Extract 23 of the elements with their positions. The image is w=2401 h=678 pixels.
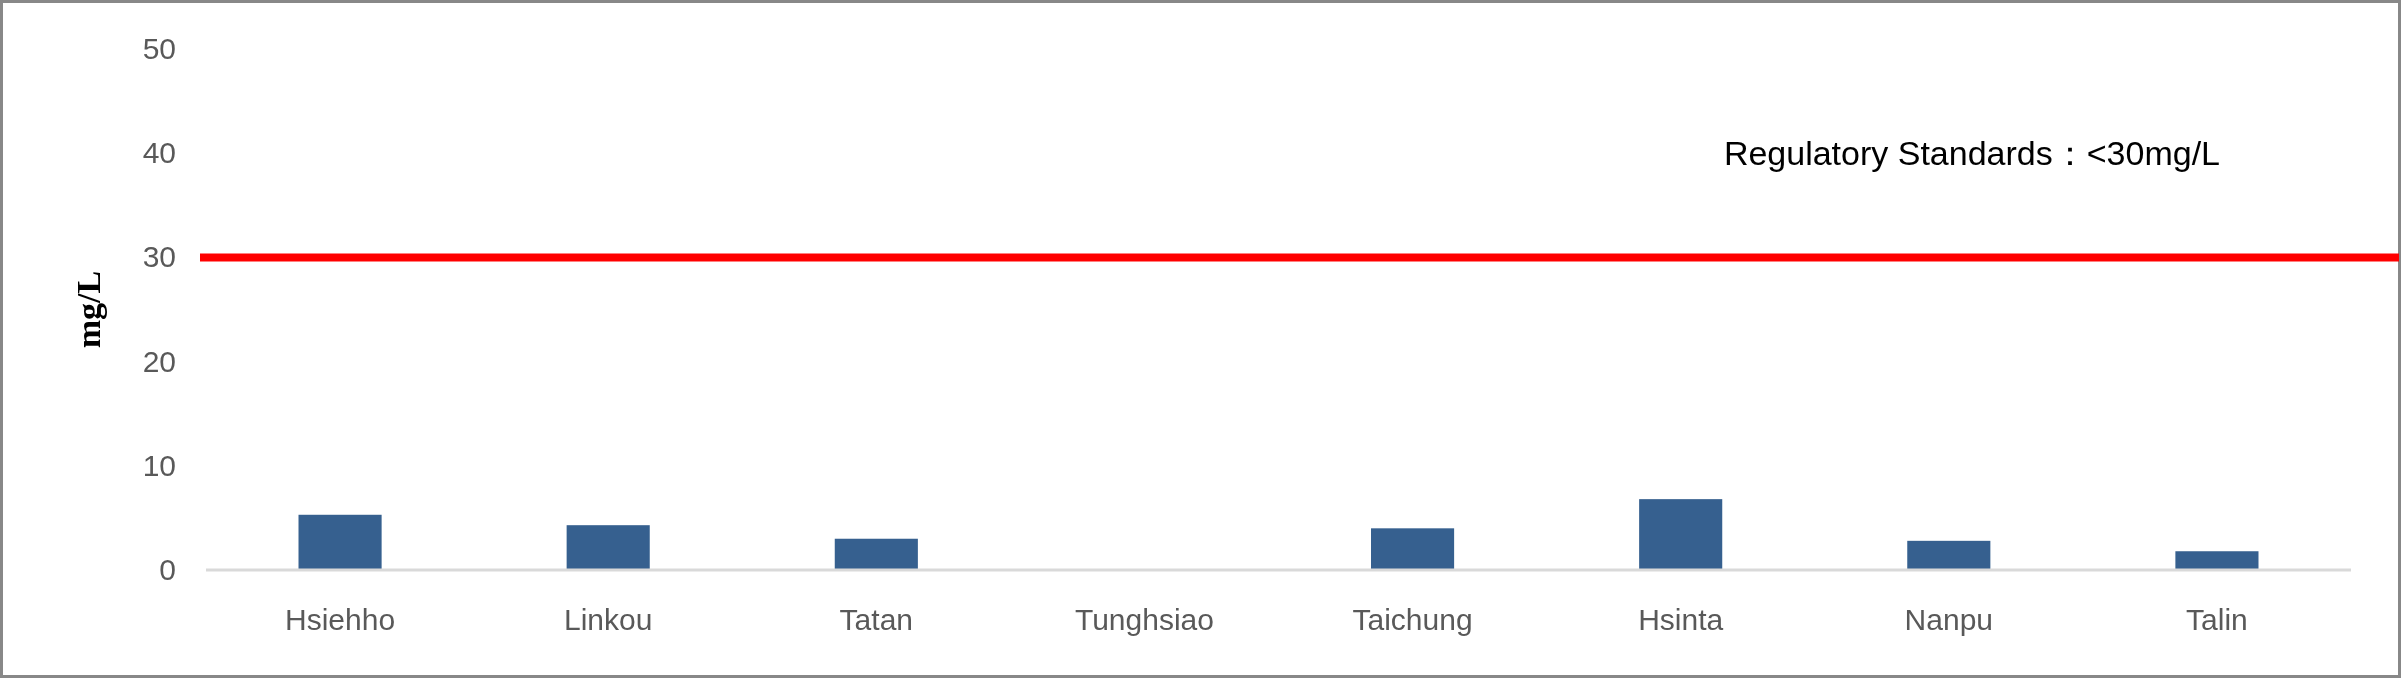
bar [834,538,918,570]
x-tick-label: Hsiehho [285,603,396,636]
bar [566,525,650,570]
x-tick-label: Linkou [563,603,653,636]
x-tick-label: Hsinta [1638,603,1724,636]
y-tick-label: 20 [142,344,176,378]
x-tick-label: Tunghsiao [1074,603,1214,636]
annotation: Regulatory Standards：<30mg/L [1723,134,2220,173]
x-tick-label: Nanpu [1904,603,1994,636]
y-tick-label: 0 [159,553,176,586]
bar [1639,499,1723,570]
y-tick-label: 10 [142,448,176,482]
y-tick-label: 40 [142,136,176,170]
bar [298,514,382,570]
y-tick-label: 30 [142,240,176,274]
bar [1371,528,1455,570]
y-axis-title: mg/L [70,270,107,349]
bar [1907,540,1991,570]
x-tick-label: Taichung [1352,603,1473,636]
x-tick-label: Tatan [839,603,914,636]
x-tick-label: Talin [2186,603,2248,636]
bar [2175,551,2259,570]
y-tick-label: 50 [142,32,176,65]
